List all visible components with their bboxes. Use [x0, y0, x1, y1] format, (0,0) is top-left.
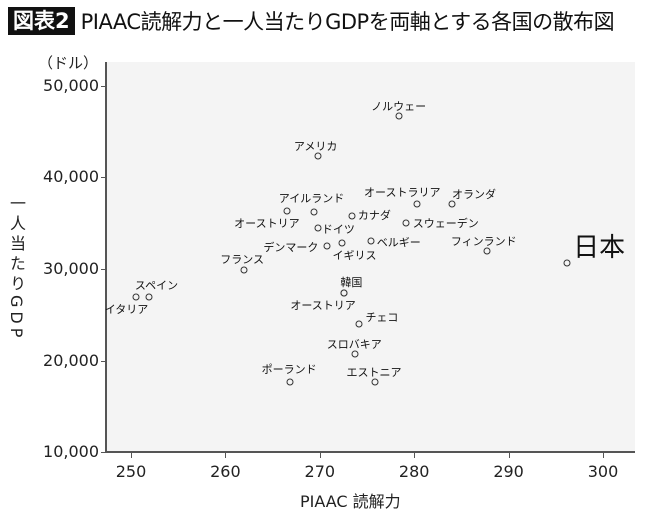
- data-point-label: ノルウェー: [371, 99, 427, 113]
- data-point-marker: [351, 350, 359, 358]
- y-tick-label: 40,000: [43, 167, 99, 187]
- data-point-marker: [413, 200, 421, 208]
- data-point-label: チェコ: [365, 311, 399, 325]
- y-tick-mark: [101, 452, 105, 454]
- data-point-label: デンマーク: [263, 241, 319, 255]
- data-point-marker: [145, 293, 153, 301]
- data-point-marker: [371, 378, 379, 386]
- x-tick-mark: [414, 453, 416, 458]
- data-point-marker: [310, 208, 318, 216]
- data-point-marker: [348, 212, 356, 220]
- x-tick-mark: [508, 453, 510, 458]
- x-axis-label: PIAAC 読解力: [300, 492, 401, 511]
- data-point-label: フランス: [220, 252, 265, 266]
- data-point-label: アイルランド: [278, 192, 345, 206]
- data-point-label: ベルギー: [376, 235, 421, 249]
- data-point-marker: [286, 378, 294, 386]
- y-tick-mark: [101, 177, 105, 179]
- x-tick-mark: [319, 453, 321, 458]
- x-tick-label: 250: [115, 462, 147, 481]
- y-tick-mark: [101, 85, 105, 87]
- data-point-label: オランダ: [451, 187, 496, 201]
- y-tick-mark: [101, 360, 105, 362]
- data-point-marker: [240, 266, 248, 274]
- data-point-label: 日本: [573, 232, 626, 263]
- data-point-marker: [402, 219, 410, 227]
- data-point-label: 韓国: [340, 275, 363, 289]
- data-point-marker: [448, 200, 456, 208]
- chart-title: PIAAC読解力と一人当たりGDPを両軸とする各国の散布図: [80, 10, 615, 34]
- data-point-label: フィンランド: [450, 234, 517, 248]
- x-tick-mark: [603, 453, 604, 458]
- data-point-marker: [132, 293, 140, 301]
- data-point-label: ポーランド: [261, 362, 317, 376]
- y-axis-label: 一人当たりGDP: [7, 195, 26, 342]
- data-point-label: オーストラリア: [364, 185, 441, 199]
- x-tick-label: 290: [493, 462, 524, 481]
- y-tick-label: 10,000: [43, 442, 99, 462]
- y-tick-label: 30,000: [43, 259, 99, 278]
- data-point-label: スロバキア: [326, 338, 382, 352]
- y-tick-label: 20,000: [43, 350, 99, 370]
- data-point-label: スペイン: [134, 278, 179, 292]
- data-point-label: イタリア: [104, 302, 149, 316]
- data-point-marker: [340, 289, 348, 297]
- data-point-label: ドイツ: [321, 222, 355, 236]
- plot-area: [105, 62, 635, 453]
- data-point-label: カナダ: [357, 208, 391, 222]
- x-tick-label: 300: [587, 462, 619, 481]
- y-tick-mark: [101, 269, 105, 270]
- data-point-label: スウェーデン: [412, 217, 479, 231]
- data-point-marker: [314, 152, 322, 160]
- x-tick-mark: [225, 453, 227, 458]
- data-point-marker: [563, 259, 571, 267]
- data-point-label: エストニア: [346, 365, 402, 379]
- data-point-label: アメリカ: [293, 140, 338, 154]
- data-point-marker: [355, 320, 363, 328]
- y-axis-unit: （ドル）: [38, 54, 99, 72]
- x-tick-label: 280: [398, 462, 430, 481]
- x-tick-label: 260: [210, 462, 241, 481]
- data-point-label: イギリス: [332, 249, 377, 263]
- data-point-marker: [314, 224, 322, 232]
- data-point-marker: [483, 247, 491, 255]
- data-point-label: オーストリア: [234, 217, 300, 231]
- data-point-marker: [395, 112, 403, 120]
- data-point-marker: [283, 207, 291, 215]
- x-tick-label: 270: [304, 462, 336, 481]
- y-tick-label: 50,000: [43, 75, 99, 95]
- chart-header: 図表2 PIAAC読解力と一人当たりGDPを両軸とする各国の散布図: [8, 6, 615, 36]
- x-tick-mark: [131, 453, 132, 458]
- data-point-marker: [338, 239, 346, 247]
- data-point-marker: [323, 242, 331, 250]
- figure-badge: 図表2: [8, 7, 75, 35]
- data-point-label: オーストリア: [290, 298, 356, 312]
- data-point-marker: [367, 237, 375, 245]
